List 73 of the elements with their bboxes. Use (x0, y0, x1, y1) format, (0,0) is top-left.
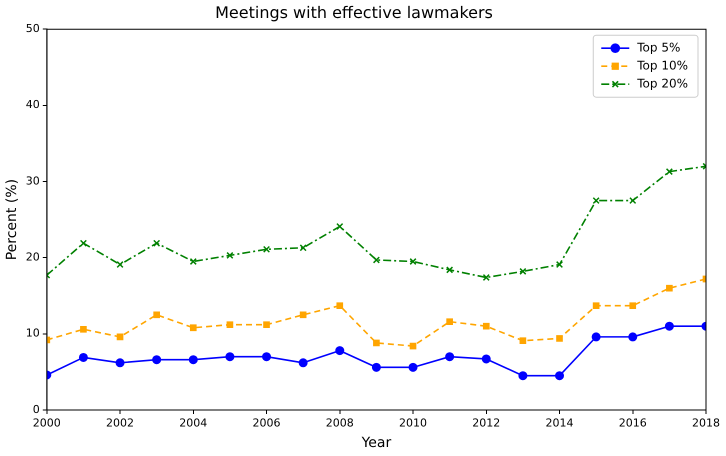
point (262, 246, 270, 253)
point (336, 302, 344, 309)
point (556, 260, 564, 268)
point (372, 256, 380, 264)
point (153, 240, 160, 247)
point (519, 268, 526, 275)
y-tick-label: 40 (26, 98, 40, 112)
x-tick-label: 2002 (106, 416, 134, 430)
point (666, 168, 673, 176)
point (556, 335, 563, 342)
y-tick-label: 30 (26, 174, 40, 188)
point (555, 371, 564, 380)
legend-label: Top 5% (636, 40, 680, 54)
chart-title: Meetings with effective lawmakers (215, 2, 493, 22)
point (592, 332, 601, 342)
x-tick-label: 2010 (399, 416, 428, 430)
point (262, 352, 272, 362)
point (263, 321, 270, 328)
x-tick-label: 2018 (692, 416, 720, 430)
point (373, 340, 380, 346)
point (520, 337, 526, 344)
x-tick-label: 2004 (179, 416, 208, 430)
point (190, 324, 197, 332)
point (628, 332, 638, 342)
point (409, 258, 417, 266)
point (152, 355, 162, 364)
x-tick-label: 2016 (618, 416, 647, 430)
point (116, 260, 124, 268)
legend-label: Top 10% (636, 58, 688, 72)
point (335, 346, 344, 356)
point (336, 222, 344, 230)
point (300, 244, 307, 252)
point (482, 274, 490, 282)
x-tick-label: 2000 (32, 416, 61, 430)
point (226, 321, 234, 328)
x-tick-label: 2006 (252, 416, 281, 430)
point (226, 252, 234, 259)
y-axis-title: Percent (%) (4, 178, 20, 260)
legend-label: Top 20% (636, 76, 688, 90)
point (372, 362, 381, 372)
x-axis-title: Year (360, 435, 392, 452)
point (592, 302, 600, 309)
point (225, 352, 234, 362)
point (445, 352, 454, 362)
point (116, 358, 125, 368)
point (80, 240, 87, 247)
point (629, 302, 636, 309)
point (482, 322, 490, 330)
point (592, 196, 600, 204)
point (80, 326, 87, 333)
y-tick-label: 50 (26, 22, 40, 36)
point (188, 355, 198, 364)
point (408, 362, 418, 372)
point (482, 354, 491, 364)
y-tick-label: 0 (32, 402, 40, 416)
point (153, 311, 160, 318)
x-tick-label: 2012 (472, 416, 500, 430)
y-tick-label: 10 (26, 326, 40, 340)
point (190, 258, 197, 266)
point (446, 266, 454, 274)
point (116, 334, 124, 340)
point (666, 284, 673, 292)
point (410, 342, 416, 350)
point (629, 196, 636, 204)
x-tick-label: 2008 (326, 416, 354, 430)
y-tick-label: 20 (26, 250, 40, 264)
point (446, 318, 453, 325)
x-tick-label: 2014 (546, 416, 574, 430)
point (518, 371, 528, 380)
point (298, 358, 308, 368)
point (664, 322, 674, 331)
point (78, 352, 88, 362)
point (300, 311, 306, 318)
